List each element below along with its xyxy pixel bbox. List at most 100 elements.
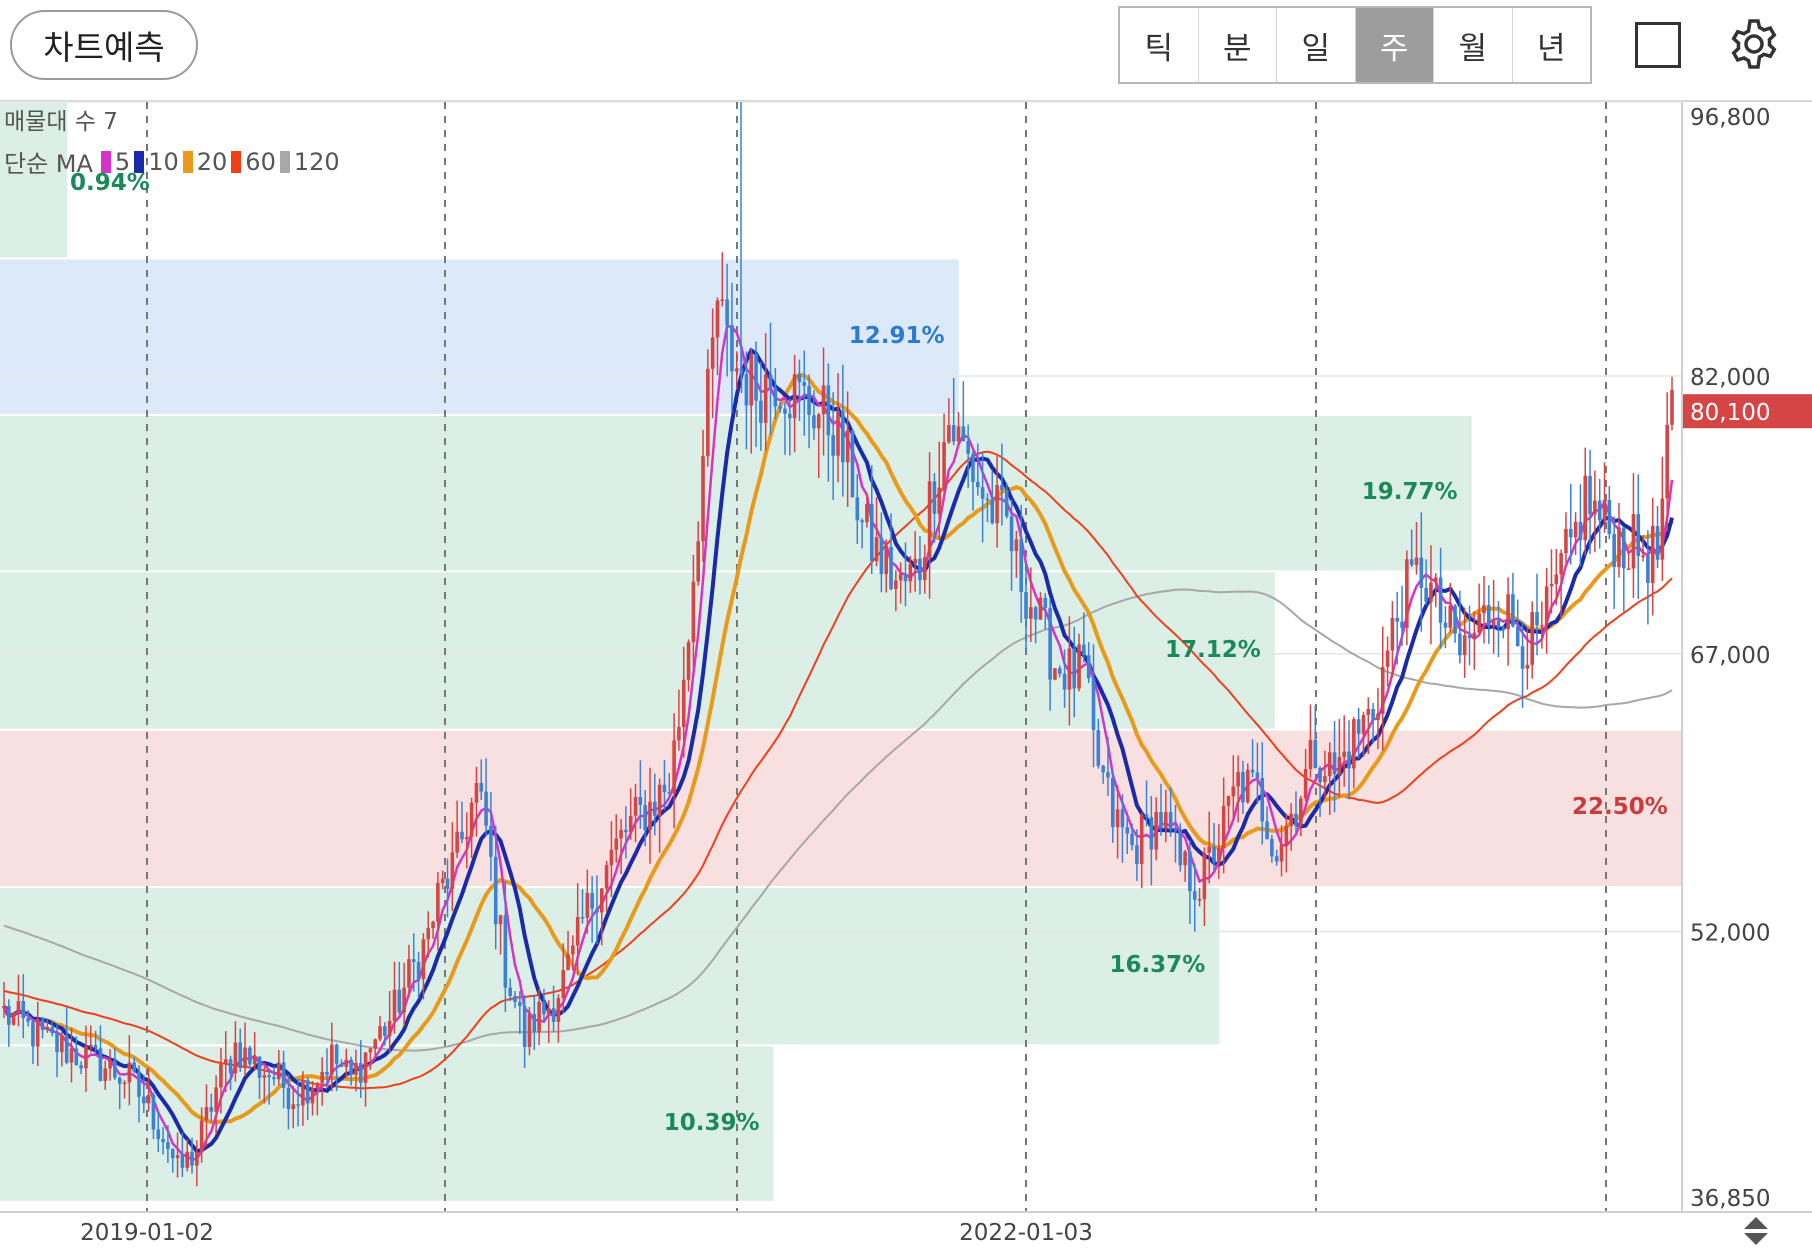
candle-body xyxy=(88,1045,93,1047)
candle-body xyxy=(1168,812,1173,830)
tab-minute[interactable]: 분 xyxy=(1199,8,1277,82)
candle-body xyxy=(1371,708,1375,721)
volume-profile-pct: 17.12% xyxy=(1164,636,1261,663)
candle-body xyxy=(638,796,643,806)
candle-body xyxy=(31,1021,35,1047)
candle-body xyxy=(151,1094,156,1130)
candle-body xyxy=(908,564,913,582)
candle-body xyxy=(561,970,566,998)
square-icon[interactable] xyxy=(1635,22,1681,68)
ma60-swatch xyxy=(231,150,242,173)
candle-body xyxy=(1361,715,1366,734)
candle-body xyxy=(1621,527,1626,569)
y-tick-label: 82,000 xyxy=(1690,365,1770,391)
candle-body xyxy=(1400,621,1404,628)
tab-week[interactable]: 주 xyxy=(1355,8,1434,82)
candle-body xyxy=(16,1001,21,1014)
candle-body xyxy=(1356,719,1361,734)
ma5-label: 5 xyxy=(114,147,131,176)
candle-body xyxy=(339,1063,344,1067)
candle-body xyxy=(662,784,667,793)
candle-body xyxy=(667,792,672,794)
candle-body xyxy=(831,435,835,456)
volume-profile-pct: 12.91% xyxy=(848,322,945,349)
candle-body xyxy=(113,1060,117,1078)
candle-body xyxy=(1414,557,1419,565)
candle-body xyxy=(1101,765,1105,773)
candle-body xyxy=(773,387,778,407)
candle-body xyxy=(575,917,580,946)
candle-body xyxy=(440,878,445,883)
tab-month[interactable]: 월 xyxy=(1434,8,1513,82)
candle-body xyxy=(479,783,484,792)
candle-body xyxy=(643,805,647,831)
y-tick-label: 36,850 xyxy=(1690,1186,1770,1212)
candle-body xyxy=(60,1035,64,1053)
candle-body xyxy=(956,426,961,442)
candle-body xyxy=(426,928,431,940)
tab-day[interactable]: 일 xyxy=(1277,8,1356,82)
candle-body xyxy=(1125,827,1130,834)
candle-body xyxy=(628,815,633,833)
candle-body xyxy=(1511,594,1515,627)
gear-icon[interactable] xyxy=(1726,16,1782,72)
candle-body xyxy=(1212,846,1216,863)
candle-body xyxy=(117,1077,122,1084)
candle-body xyxy=(79,1065,83,1069)
resize-arrows-icon[interactable] xyxy=(1744,1217,1768,1245)
candle-body xyxy=(1279,844,1284,862)
candle-body xyxy=(759,400,763,423)
candle-body xyxy=(609,849,614,866)
candle-body xyxy=(841,410,845,463)
candle-body xyxy=(21,1001,26,1019)
candle-body xyxy=(1217,848,1221,863)
candle-body xyxy=(180,1155,185,1168)
candle-body xyxy=(1342,751,1346,758)
candle-body xyxy=(1588,475,1592,515)
candle-body xyxy=(1670,389,1674,425)
candle-body xyxy=(1540,625,1544,627)
last-price-label: 80,100 xyxy=(1690,400,1770,426)
candle-body xyxy=(1091,678,1096,731)
volume-profile-pct: 22.50% xyxy=(1572,794,1668,821)
candle-body xyxy=(1274,856,1279,862)
candle-body xyxy=(50,1027,55,1034)
candle-body xyxy=(305,1080,310,1104)
candle-body xyxy=(421,939,426,980)
candle-body xyxy=(1086,655,1091,679)
candle-body xyxy=(1385,650,1390,667)
candle-body xyxy=(812,415,816,429)
candle-body xyxy=(455,831,459,853)
candle-body xyxy=(252,1056,257,1065)
candle-body xyxy=(330,1044,334,1075)
candle-body xyxy=(918,558,922,581)
volume-profile-label: 매물대 수 7 xyxy=(4,109,118,135)
candle-body xyxy=(816,414,821,429)
volume-profile-bar xyxy=(0,415,1472,571)
candle-body xyxy=(1241,772,1245,803)
volume-profile-pct: 16.37% xyxy=(1109,952,1206,979)
candle-body xyxy=(701,456,705,542)
candle-body xyxy=(170,1149,175,1159)
candle-body xyxy=(1077,644,1081,689)
candle-body xyxy=(696,541,700,582)
candle-body xyxy=(850,430,855,498)
candle-body xyxy=(84,1046,88,1069)
candle-body xyxy=(460,831,464,840)
candle-body xyxy=(879,537,884,575)
tab-year[interactable]: 년 xyxy=(1536,30,1566,67)
candle-body xyxy=(1438,577,1443,623)
candle-body xyxy=(1487,605,1491,626)
candle-body xyxy=(301,1080,305,1106)
chart-predict-button[interactable]: 차트예측 xyxy=(10,10,198,80)
candle-body xyxy=(2,1006,6,1008)
candle-body xyxy=(1270,838,1274,857)
candle-body xyxy=(7,1006,11,1025)
candle-body xyxy=(787,413,792,419)
candle-body xyxy=(1245,769,1250,803)
candle-body xyxy=(1607,500,1612,534)
volume-profile-bar xyxy=(0,103,68,258)
candle-body xyxy=(296,1104,300,1106)
tab-tick[interactable]: 틱 xyxy=(1120,8,1199,82)
